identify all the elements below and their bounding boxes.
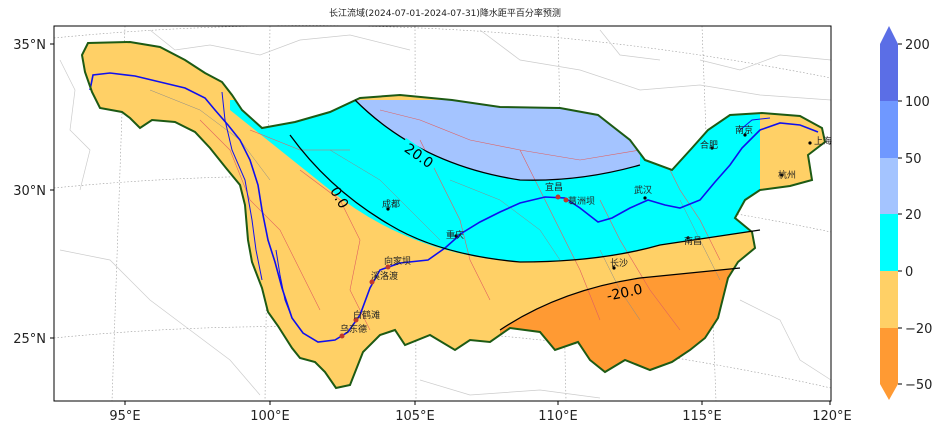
lon-label-120: 120°E — [812, 409, 852, 424]
colorbar-label-20: 20 — [905, 208, 922, 223]
city-nanchang: 南昌 — [684, 235, 702, 247]
lat-label-35: 35°N — [13, 38, 46, 53]
map-title: 长江流域(2024-07-01-2024-07-31)降水距平百分率预测 — [329, 9, 561, 19]
colorbar-top-arrow — [880, 26, 898, 44]
lat-label-30: 30°N — [13, 184, 46, 199]
city-labels: 成都 重庆 宜昌 葛洲坝 武汉 南昌 长沙 合肥 南京 杭州 上海 向家坝 溪洛… — [339, 124, 832, 339]
station-wudongde: 乌东德 — [340, 323, 367, 335]
colorbar-band-0-20 — [880, 214, 898, 271]
city-hangzhou: 杭州 — [778, 169, 796, 181]
axis-ticks — [50, 43, 831, 405]
contour-minus-20 — [499, 267, 741, 331]
sub-basin-lines — [149, 89, 721, 321]
lon-label-115: 115°E — [682, 409, 722, 424]
contour-lines — [289, 99, 761, 331]
city-shanghai: 上海 — [814, 135, 832, 147]
province-boundaries — [199, 109, 721, 331]
station-baihetan: 白鹤滩 — [353, 309, 380, 321]
colorbar-bottom-arrow — [880, 384, 898, 400]
colorbar-band-minus50-minus20 — [880, 328, 898, 384]
map-border — [53, 25, 832, 402]
colorbar-label-50: 50 — [905, 152, 922, 167]
station-xiangjiaba: 向家坝 — [384, 255, 411, 267]
city-chengdu: 成都 — [382, 198, 400, 210]
city-chongqing: 重庆 — [446, 229, 464, 241]
city-hefei: 合肥 — [700, 139, 718, 151]
lon-label-105: 105°E — [395, 409, 435, 424]
contour-0 — [289, 134, 761, 263]
lat-label-25: 25°N — [13, 332, 46, 347]
city-nanjing: 南京 — [735, 124, 753, 136]
contour-20 — [354, 99, 641, 181]
colorbar-label-minus50: −50 — [905, 378, 932, 393]
colorbar-band-20-50 — [880, 158, 898, 214]
colorbar: 200 100 50 20 0 −20 −50 — [880, 26, 932, 400]
colorbar-label-0: 0 — [905, 265, 913, 280]
colorbar-label-200: 200 — [905, 38, 930, 53]
lon-label-95: 95°E — [109, 409, 140, 424]
outside-boundaries — [59, 29, 832, 399]
lon-label-110: 110°E — [538, 409, 578, 424]
colorbar-label-100: 100 — [905, 95, 930, 110]
city-yichang: 宜昌 — [545, 181, 563, 193]
contour-label-minus-20: -20.0 — [605, 282, 644, 305]
colorbar-band-50-100 — [880, 101, 898, 158]
colorbar-label-minus20: −20 — [905, 322, 932, 337]
zone-20-50 — [355, 100, 640, 181]
city-changsha: 长沙 — [610, 257, 628, 269]
station-xiluodu: 溪洛渡 — [371, 270, 398, 282]
lon-label-100: 100°E — [250, 409, 290, 424]
colorbar-band-minus20-0 — [880, 271, 898, 328]
city-wuhan: 武汉 — [634, 184, 652, 196]
colorbar-band-100-200 — [880, 44, 898, 101]
city-gezhouba: 葛洲坝 — [568, 195, 595, 207]
tributaries — [221, 91, 771, 319]
axis-labels: 35°N 30°N 25°N 95°E 100°E 105°E 110°E 11… — [13, 38, 852, 424]
